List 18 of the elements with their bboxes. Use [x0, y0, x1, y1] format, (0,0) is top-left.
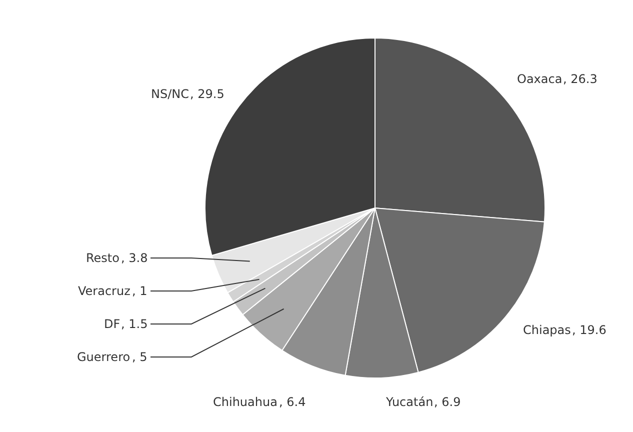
data-label: , 26.3	[563, 72, 598, 86]
data-label: , 19.6	[572, 323, 606, 337]
slice-label: Yucatán	[385, 395, 434, 409]
data-label: , 1	[132, 284, 148, 298]
slice-label: DF	[104, 317, 120, 331]
slice-label: NS/NC	[151, 87, 189, 101]
slice-label: Oaxaca	[517, 72, 562, 86]
slice-label: Resto	[86, 251, 120, 265]
slice-label: Chiapas	[523, 323, 571, 337]
data-label: , 5	[132, 350, 148, 364]
data-label: , 6.9	[434, 395, 461, 409]
slice-label: Veracruz	[78, 284, 130, 298]
slice-label: Guerrero	[77, 350, 130, 364]
data-label: , 29.5	[190, 87, 224, 101]
data-label: , 6.4	[279, 395, 306, 409]
data-label: , 3.8	[121, 251, 148, 265]
data-label: , 1.5	[121, 317, 148, 331]
slice-label: Chihuahua	[213, 395, 278, 409]
